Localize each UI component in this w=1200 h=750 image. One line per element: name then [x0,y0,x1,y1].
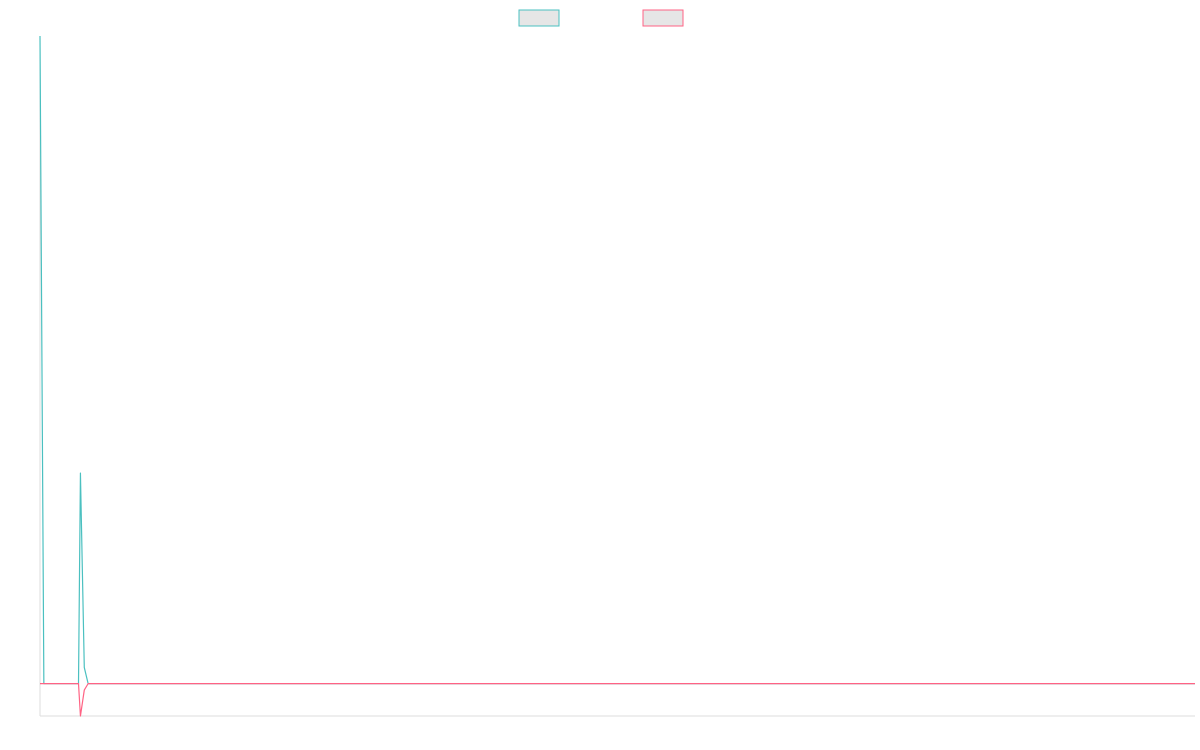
legend-item-1 [518,9,560,27]
legend-swatch-1 [518,9,560,27]
plot-area [39,35,1195,717]
legend-swatch-2 [642,9,684,27]
series-line-1 [39,35,1195,685]
legend [518,9,684,27]
legend-item-2 [642,9,684,27]
series-line-2 [40,683,1195,717]
